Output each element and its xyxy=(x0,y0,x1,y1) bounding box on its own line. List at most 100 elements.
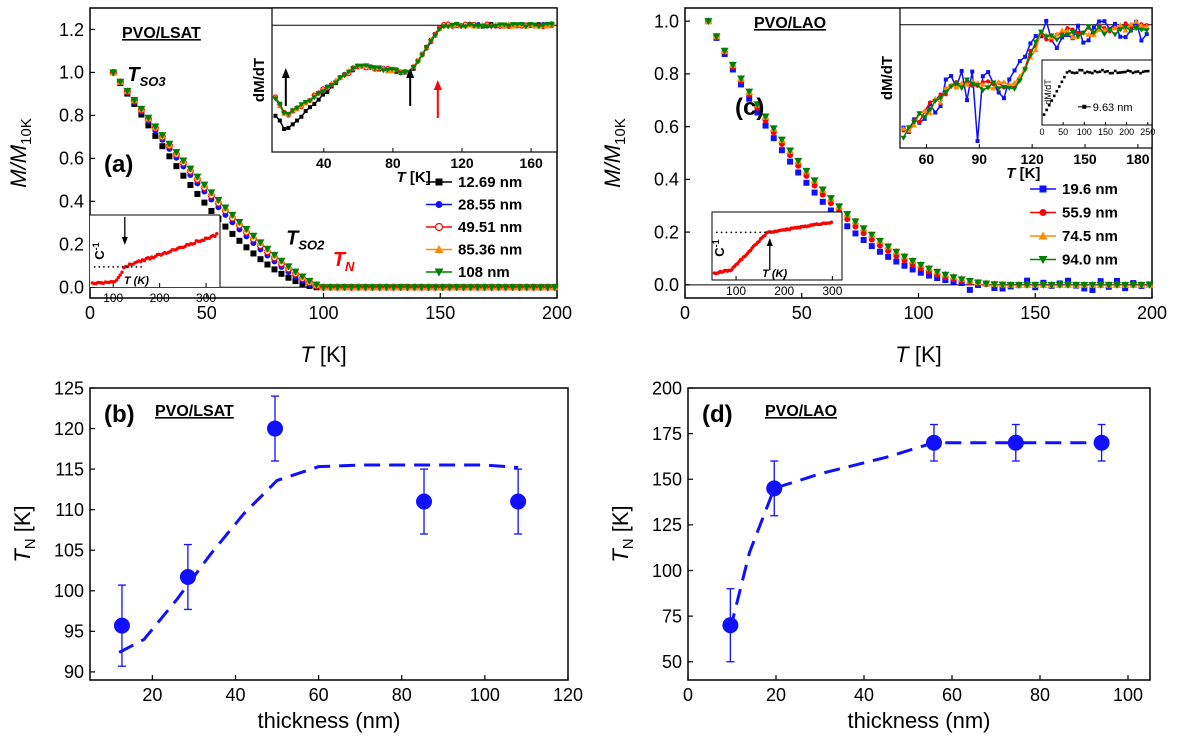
inset-tick-label: 200 xyxy=(150,291,170,305)
inset-point xyxy=(1066,71,1069,74)
data-point xyxy=(852,230,858,236)
panel-c-ytick-label: 0.0 xyxy=(654,275,679,295)
data-point xyxy=(180,173,186,179)
inset-point xyxy=(1094,70,1097,73)
panel-d-xtick-label: 0 xyxy=(683,685,693,705)
panel-c: 0 50 100 150 2000.00.20.40.60.81.0100 200 300C… xyxy=(600,8,1167,367)
inset-dot xyxy=(98,266,100,268)
data-point xyxy=(812,190,818,196)
inset-bg xyxy=(90,215,220,287)
panel-a-ytick-label: 0.2 xyxy=(59,235,84,255)
inset-tick-label: 250 xyxy=(1140,127,1155,137)
sample-label: PVO/LSAT xyxy=(155,403,234,420)
x-axis-label: thickness (nm) xyxy=(257,708,400,733)
inset-point xyxy=(1101,69,1104,72)
inset-point xyxy=(1081,41,1085,45)
panel-b-ytick-label: 90 xyxy=(64,662,84,682)
inset-point xyxy=(1109,72,1112,75)
panel-d-ytick-label: 200 xyxy=(652,378,682,398)
data-point xyxy=(885,254,891,260)
inset-point xyxy=(1045,109,1048,112)
panel-d-xtick-label: 40 xyxy=(854,685,874,705)
inset-point xyxy=(1097,19,1101,23)
legend-marker xyxy=(1040,186,1047,193)
panel-label: (d) xyxy=(702,401,733,428)
panel-b-ytick-label: 125 xyxy=(54,378,84,398)
inset-point xyxy=(1116,72,1119,75)
inset-point xyxy=(1124,35,1128,39)
inset-capacitance-c: 100 200 300C-1T (K) xyxy=(711,212,843,298)
panel-a: 0 50 100 150 2000.00.20.40.60.81.01.2100 200 3… xyxy=(6,8,572,367)
inset-point xyxy=(291,122,295,126)
legend-label: 94.0 nm xyxy=(1062,252,1118,269)
inset-point xyxy=(1096,71,1099,74)
legend-label: 74.5 nm xyxy=(1062,228,1118,245)
inset-dot xyxy=(764,232,766,234)
panel-c-ytick-label: 1.0 xyxy=(654,11,679,31)
panel-c-ytick-label: 0.8 xyxy=(654,64,679,84)
legend-marker xyxy=(436,201,443,208)
inset-point xyxy=(944,78,948,82)
y-axis-label: M/M10K xyxy=(6,118,35,187)
panel-label: (a) xyxy=(104,151,133,178)
data-point xyxy=(1008,435,1024,451)
inset-legend-label: 9.63 nm xyxy=(1093,102,1133,114)
inset-capacitance-a: 100 200 300C-1T (K) xyxy=(90,215,220,305)
data-point xyxy=(820,199,826,205)
data-point xyxy=(201,200,207,206)
inset-point xyxy=(1124,21,1128,25)
panel-c-xtick-label: 100 xyxy=(903,303,933,323)
inset-point xyxy=(299,115,303,119)
panel-a-xtick-label: 50 xyxy=(197,303,217,323)
data-point xyxy=(194,191,200,197)
panel-b-frame xyxy=(90,388,568,680)
data-point xyxy=(114,618,130,634)
panel-a-xtick-label: 100 xyxy=(308,303,338,323)
panel-b-ytick-label: 110 xyxy=(55,500,84,520)
panel-d-ytick-label: 50 xyxy=(662,652,682,672)
data-point xyxy=(208,208,214,214)
inset-dot xyxy=(730,232,732,234)
annotation: TN xyxy=(333,249,355,274)
x-axis-label: T [K] xyxy=(895,342,941,367)
data-point xyxy=(795,169,801,175)
panel-b-ytick-label: 100 xyxy=(54,581,84,601)
inset-tick-label: 300 xyxy=(196,291,216,305)
inset-dot xyxy=(108,266,110,268)
inset-point xyxy=(1139,72,1142,75)
inset-point xyxy=(1086,71,1089,74)
panel-a-ytick-label: 0.6 xyxy=(59,149,84,169)
inset-tick-label: 160 xyxy=(519,155,543,171)
inset-point xyxy=(1127,69,1130,72)
data-point xyxy=(236,238,242,244)
data-point xyxy=(763,123,769,129)
inset-tick-label: 0 xyxy=(1039,127,1044,137)
inset-point xyxy=(1056,90,1059,93)
panel-a-ytick-label: 0.0 xyxy=(59,278,84,298)
data-point xyxy=(876,238,884,245)
inset-point xyxy=(1087,38,1091,42)
data-point xyxy=(173,163,179,169)
inset-point xyxy=(278,119,282,123)
inset-point xyxy=(1104,71,1107,74)
inset-point xyxy=(1142,70,1145,73)
legend-marker xyxy=(436,179,443,186)
sample-label: PVO/LAO xyxy=(754,15,826,32)
annotation: TSO3 xyxy=(127,64,166,89)
inset-point xyxy=(1129,70,1132,73)
data-point xyxy=(180,569,196,585)
inset-point xyxy=(1023,55,1027,59)
panel-d-xtick-label: 100 xyxy=(1113,685,1143,705)
inset-point xyxy=(960,69,964,73)
y-axis-label: M/M10K xyxy=(600,118,629,187)
inset-point xyxy=(1073,72,1076,75)
data-point xyxy=(892,249,900,256)
data-point xyxy=(187,182,193,188)
inset-point xyxy=(1002,96,1006,100)
panel-d-ytick-label: 150 xyxy=(652,470,682,490)
data-point xyxy=(722,617,738,633)
data-point xyxy=(166,153,172,159)
panel-b-ytick-label: 120 xyxy=(54,419,84,439)
panel-d-ytick-label: 75 xyxy=(662,606,682,626)
